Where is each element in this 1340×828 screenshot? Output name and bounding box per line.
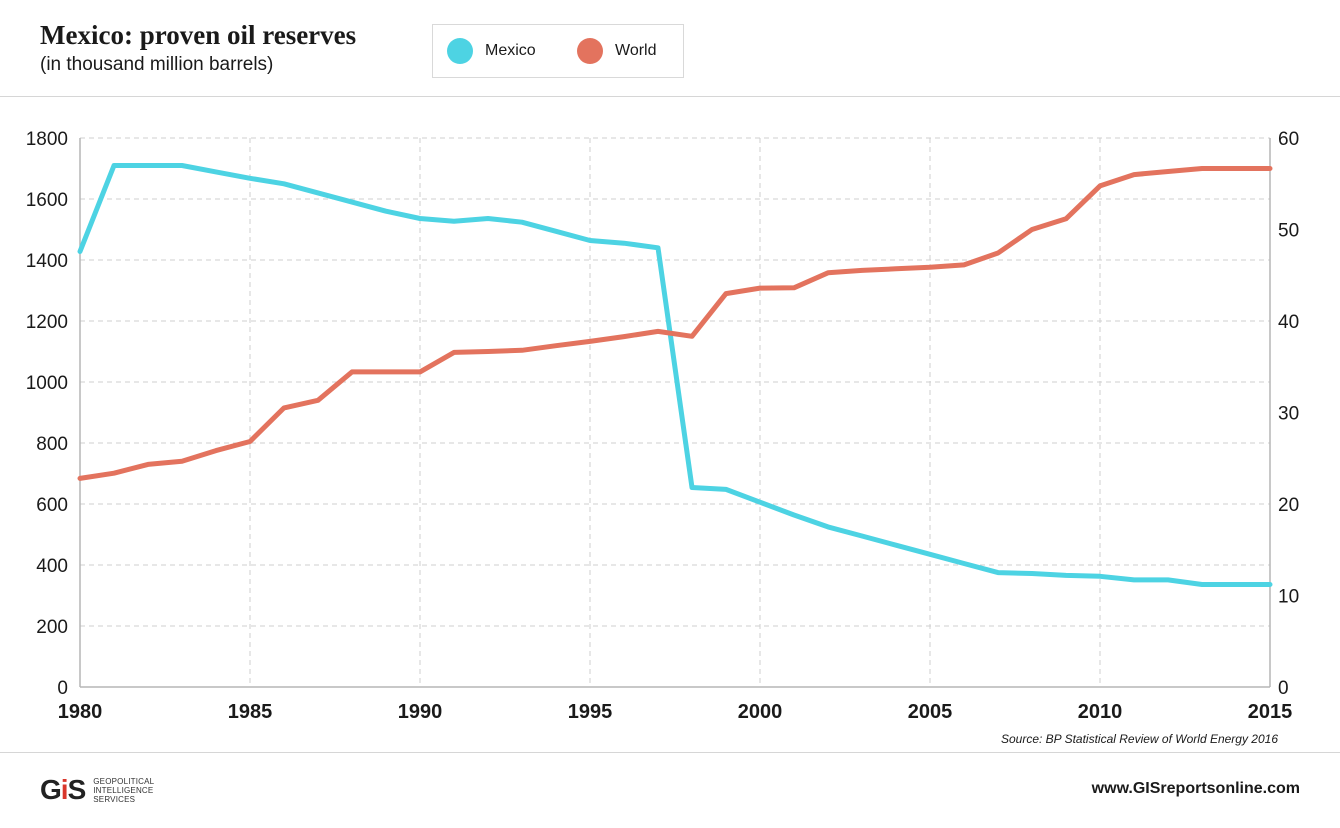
y-left-tick-label: 0	[57, 678, 68, 699]
y-left-tick-label: 1400	[26, 251, 68, 272]
legend-swatch-mexico	[447, 38, 473, 64]
header-divider	[0, 96, 1340, 97]
y-left-tick-label: 800	[36, 434, 68, 455]
page-subtitle: (in thousand million barrels)	[40, 54, 274, 75]
logo-line-3: Services	[93, 794, 136, 804]
logo-line-2: Intelligence	[93, 785, 154, 795]
legend-item-mexico: Mexico	[447, 25, 536, 77]
chart-grid	[80, 137, 1270, 687]
y-right-tick-label: 50	[1278, 221, 1299, 242]
source-note: Source: BP Statistical Review of World E…	[1000, 732, 1278, 746]
logo-text: Geopolitical Intelligence Services	[93, 777, 154, 804]
logo-mark: GiS	[40, 774, 86, 805]
y-left-tick-label: 1800	[26, 129, 68, 150]
y-left-tick-label: 400	[36, 556, 68, 577]
y-right-tick-label: 30	[1278, 404, 1299, 425]
y-right-tick-label: 60	[1278, 129, 1299, 150]
y-right-tick-label: 10	[1278, 587, 1299, 608]
logo-line-1: Geopolitical	[93, 776, 155, 786]
series-line-mexico	[77, 163, 1273, 587]
y-right-tick-label: 0	[1278, 678, 1289, 699]
y-left-tick-label: 200	[36, 617, 68, 638]
y-right-tick-label: 20	[1278, 495, 1299, 516]
footer-divider	[0, 752, 1340, 753]
gis-logo: GiS Geopolitical Intelligence Services	[40, 774, 154, 806]
chart-legend: Mexico World	[432, 24, 684, 78]
x-tick-label: 1990	[398, 701, 443, 723]
y-left-tick-label: 600	[36, 495, 68, 516]
page-title: Mexico: proven oil reserves	[40, 20, 357, 50]
series-line-world	[77, 166, 1273, 481]
x-tick-label: 1980	[58, 701, 103, 723]
y-left-tick-label: 1200	[26, 312, 68, 333]
legend-label-mexico: Mexico	[485, 42, 536, 59]
chart-tick-labels: 0 200 400 600 800 1000 1200 1400 1600 1800 0 10 20 30…	[26, 129, 1299, 723]
legend-label-world: World	[615, 42, 657, 59]
y-right-tick-label: 40	[1278, 312, 1299, 333]
y-left-tick-label: 1000	[26, 373, 68, 394]
x-tick-label: 1985	[228, 701, 273, 723]
website-link[interactable]: www.GISreportsonline.com	[1091, 780, 1300, 797]
x-tick-label: 2005	[908, 701, 953, 723]
y-left-tick-label: 1600	[26, 190, 68, 211]
legend-swatch-world	[577, 38, 603, 64]
x-tick-label: 2000	[738, 701, 783, 723]
legend-item-world: World	[577, 25, 657, 77]
chart-series	[77, 163, 1273, 587]
x-tick-label: 1995	[568, 701, 613, 723]
chart-axes	[79, 138, 1271, 688]
x-tick-label: 2015	[1248, 701, 1293, 723]
x-tick-label: 2010	[1078, 701, 1123, 723]
